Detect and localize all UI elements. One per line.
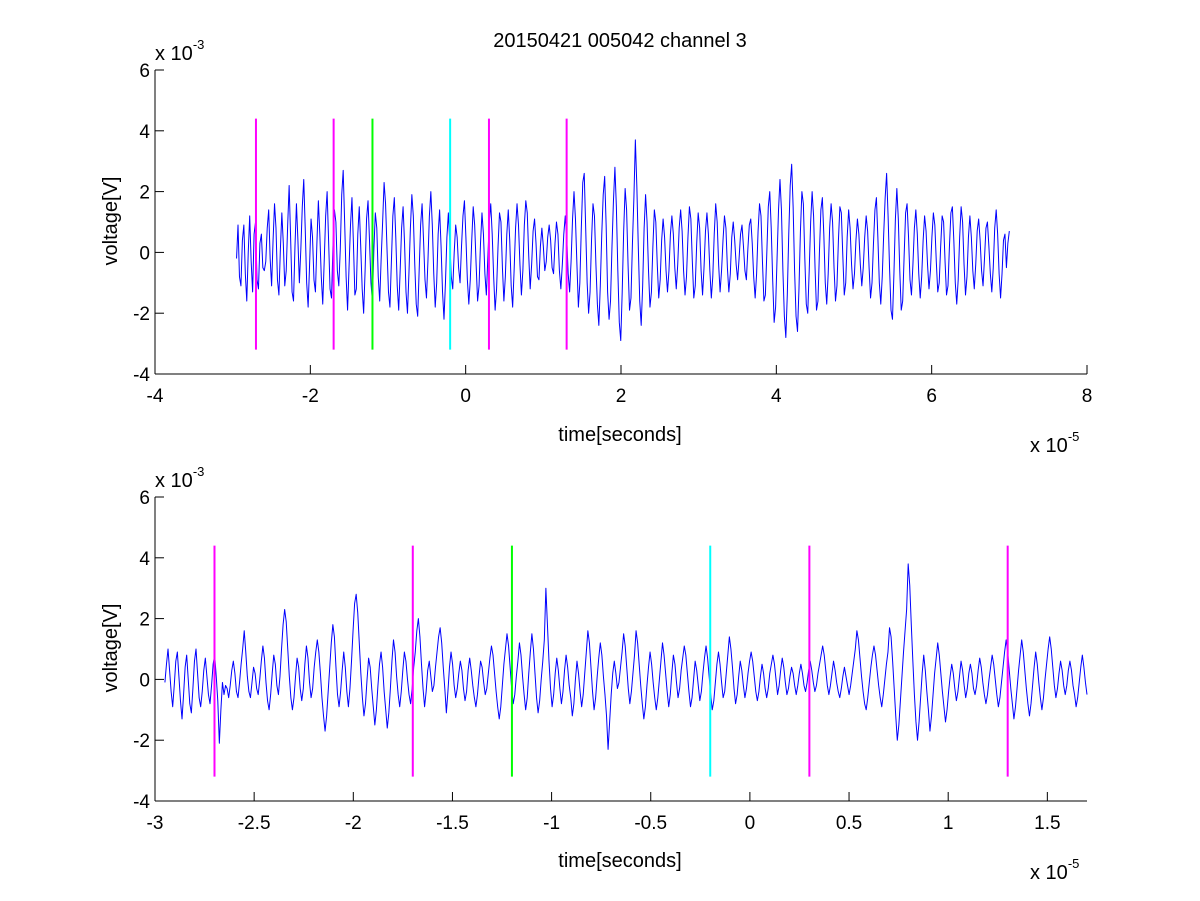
top-x-tick-label: 0 <box>460 386 471 407</box>
bottom-y-tick-label: 0 <box>139 670 150 691</box>
top-subplot: -4 -2 0 2 4 6 8 -4 -2 0 2 4 6 time[seconds] voltage[… <box>100 37 1092 457</box>
bottom-y-tick-label: 2 <box>139 610 150 631</box>
bottom-y-multiplier: x 10 <box>155 470 193 492</box>
bottom-x-tick-label: 1 <box>943 813 954 834</box>
top-y-tick-label: 4 <box>139 122 150 143</box>
bottom-x-tick-label: -2.5 <box>238 813 271 834</box>
bottom-y-tick-label: -4 <box>133 792 150 813</box>
bottom-signal-layer <box>164 563 1088 750</box>
bottom-marker-layer <box>213 545 1009 777</box>
top-tick-labels: -4 -2 0 2 4 6 8 -4 -2 0 2 4 6 <box>133 61 1092 407</box>
top-x-tick-label: 8 <box>1082 386 1093 407</box>
top-x-multiplier: x 10 <box>1030 435 1068 457</box>
top-marker-layer <box>254 118 568 350</box>
bottom-x-tick-label: 1.5 <box>1034 813 1060 834</box>
top-y-multiplier: x 10 <box>155 43 193 65</box>
top-y-tick-label: -2 <box>133 304 150 325</box>
top-x-axis-label: time[seconds] <box>558 424 681 446</box>
top-x-exponent-label: x 10-5 <box>1030 429 1079 457</box>
bottom-y-tick-label: 6 <box>139 488 150 509</box>
bottom-x-tick-label: -2 <box>345 813 362 834</box>
top-y-tick-label: 2 <box>139 183 150 204</box>
bottom-y-exponent-label: x 10-3 <box>155 464 204 492</box>
bottom-signal-line-0 <box>164 563 1088 750</box>
top-x-tick-label: 6 <box>926 386 937 407</box>
bottom-x-multiplier: x 10 <box>1030 862 1068 884</box>
bottom-y-axis-label: voltage[V] <box>100 604 122 693</box>
bottom-y-exponent: -3 <box>193 464 205 479</box>
bottom-x-tick-label: -1 <box>543 813 560 834</box>
bottom-y-tick-label: 4 <box>139 549 150 570</box>
top-y-tick-label: -4 <box>133 365 150 386</box>
bottom-axes <box>154 496 1087 802</box>
top-y-exponent-label: x 10-3 <box>155 37 204 65</box>
chart-title: 20150421 005042 channel 3 <box>493 30 747 52</box>
bottom-x-tick-label: -0.5 <box>634 813 667 834</box>
top-y-axis-label: voltage[V] <box>100 177 122 266</box>
bottom-x-exponent: -5 <box>1068 856 1080 871</box>
top-x-tick-label: -4 <box>147 386 164 407</box>
bottom-x-tick-label: -3 <box>147 813 164 834</box>
top-y-tick-label: 0 <box>139 243 150 264</box>
top-x-exponent: -5 <box>1068 429 1080 444</box>
top-y-exponent: -3 <box>193 37 205 52</box>
bottom-x-axis-label: time[seconds] <box>558 850 681 872</box>
top-signal-line-0 <box>236 139 1010 342</box>
bottom-subplot: -3 -2.5 -2 -1.5 -1 -0.5 0 0.5 1 1.5 -4 -2 0 2 4 6 time[… <box>100 464 1088 884</box>
bottom-y-tick-label: -2 <box>133 731 150 752</box>
bottom-x-tick-label: -1.5 <box>436 813 469 834</box>
top-signal-layer <box>236 139 1010 342</box>
top-x-tick-label: -2 <box>302 386 319 407</box>
top-x-tick-label: 2 <box>616 386 627 407</box>
bottom-x-exponent-label: x 10-5 <box>1030 856 1079 884</box>
top-y-tick-label: 6 <box>139 61 150 82</box>
top-x-tick-label: 4 <box>771 386 782 407</box>
bottom-x-tick-label: 0.5 <box>836 813 862 834</box>
bottom-x-tick-label: 0 <box>745 813 756 834</box>
bottom-tick-labels: -3 -2.5 -2 -1.5 -1 -0.5 0 0.5 1 1.5 -4 -2 0 2 4 6 <box>133 488 1060 834</box>
top-axes <box>154 69 1088 375</box>
